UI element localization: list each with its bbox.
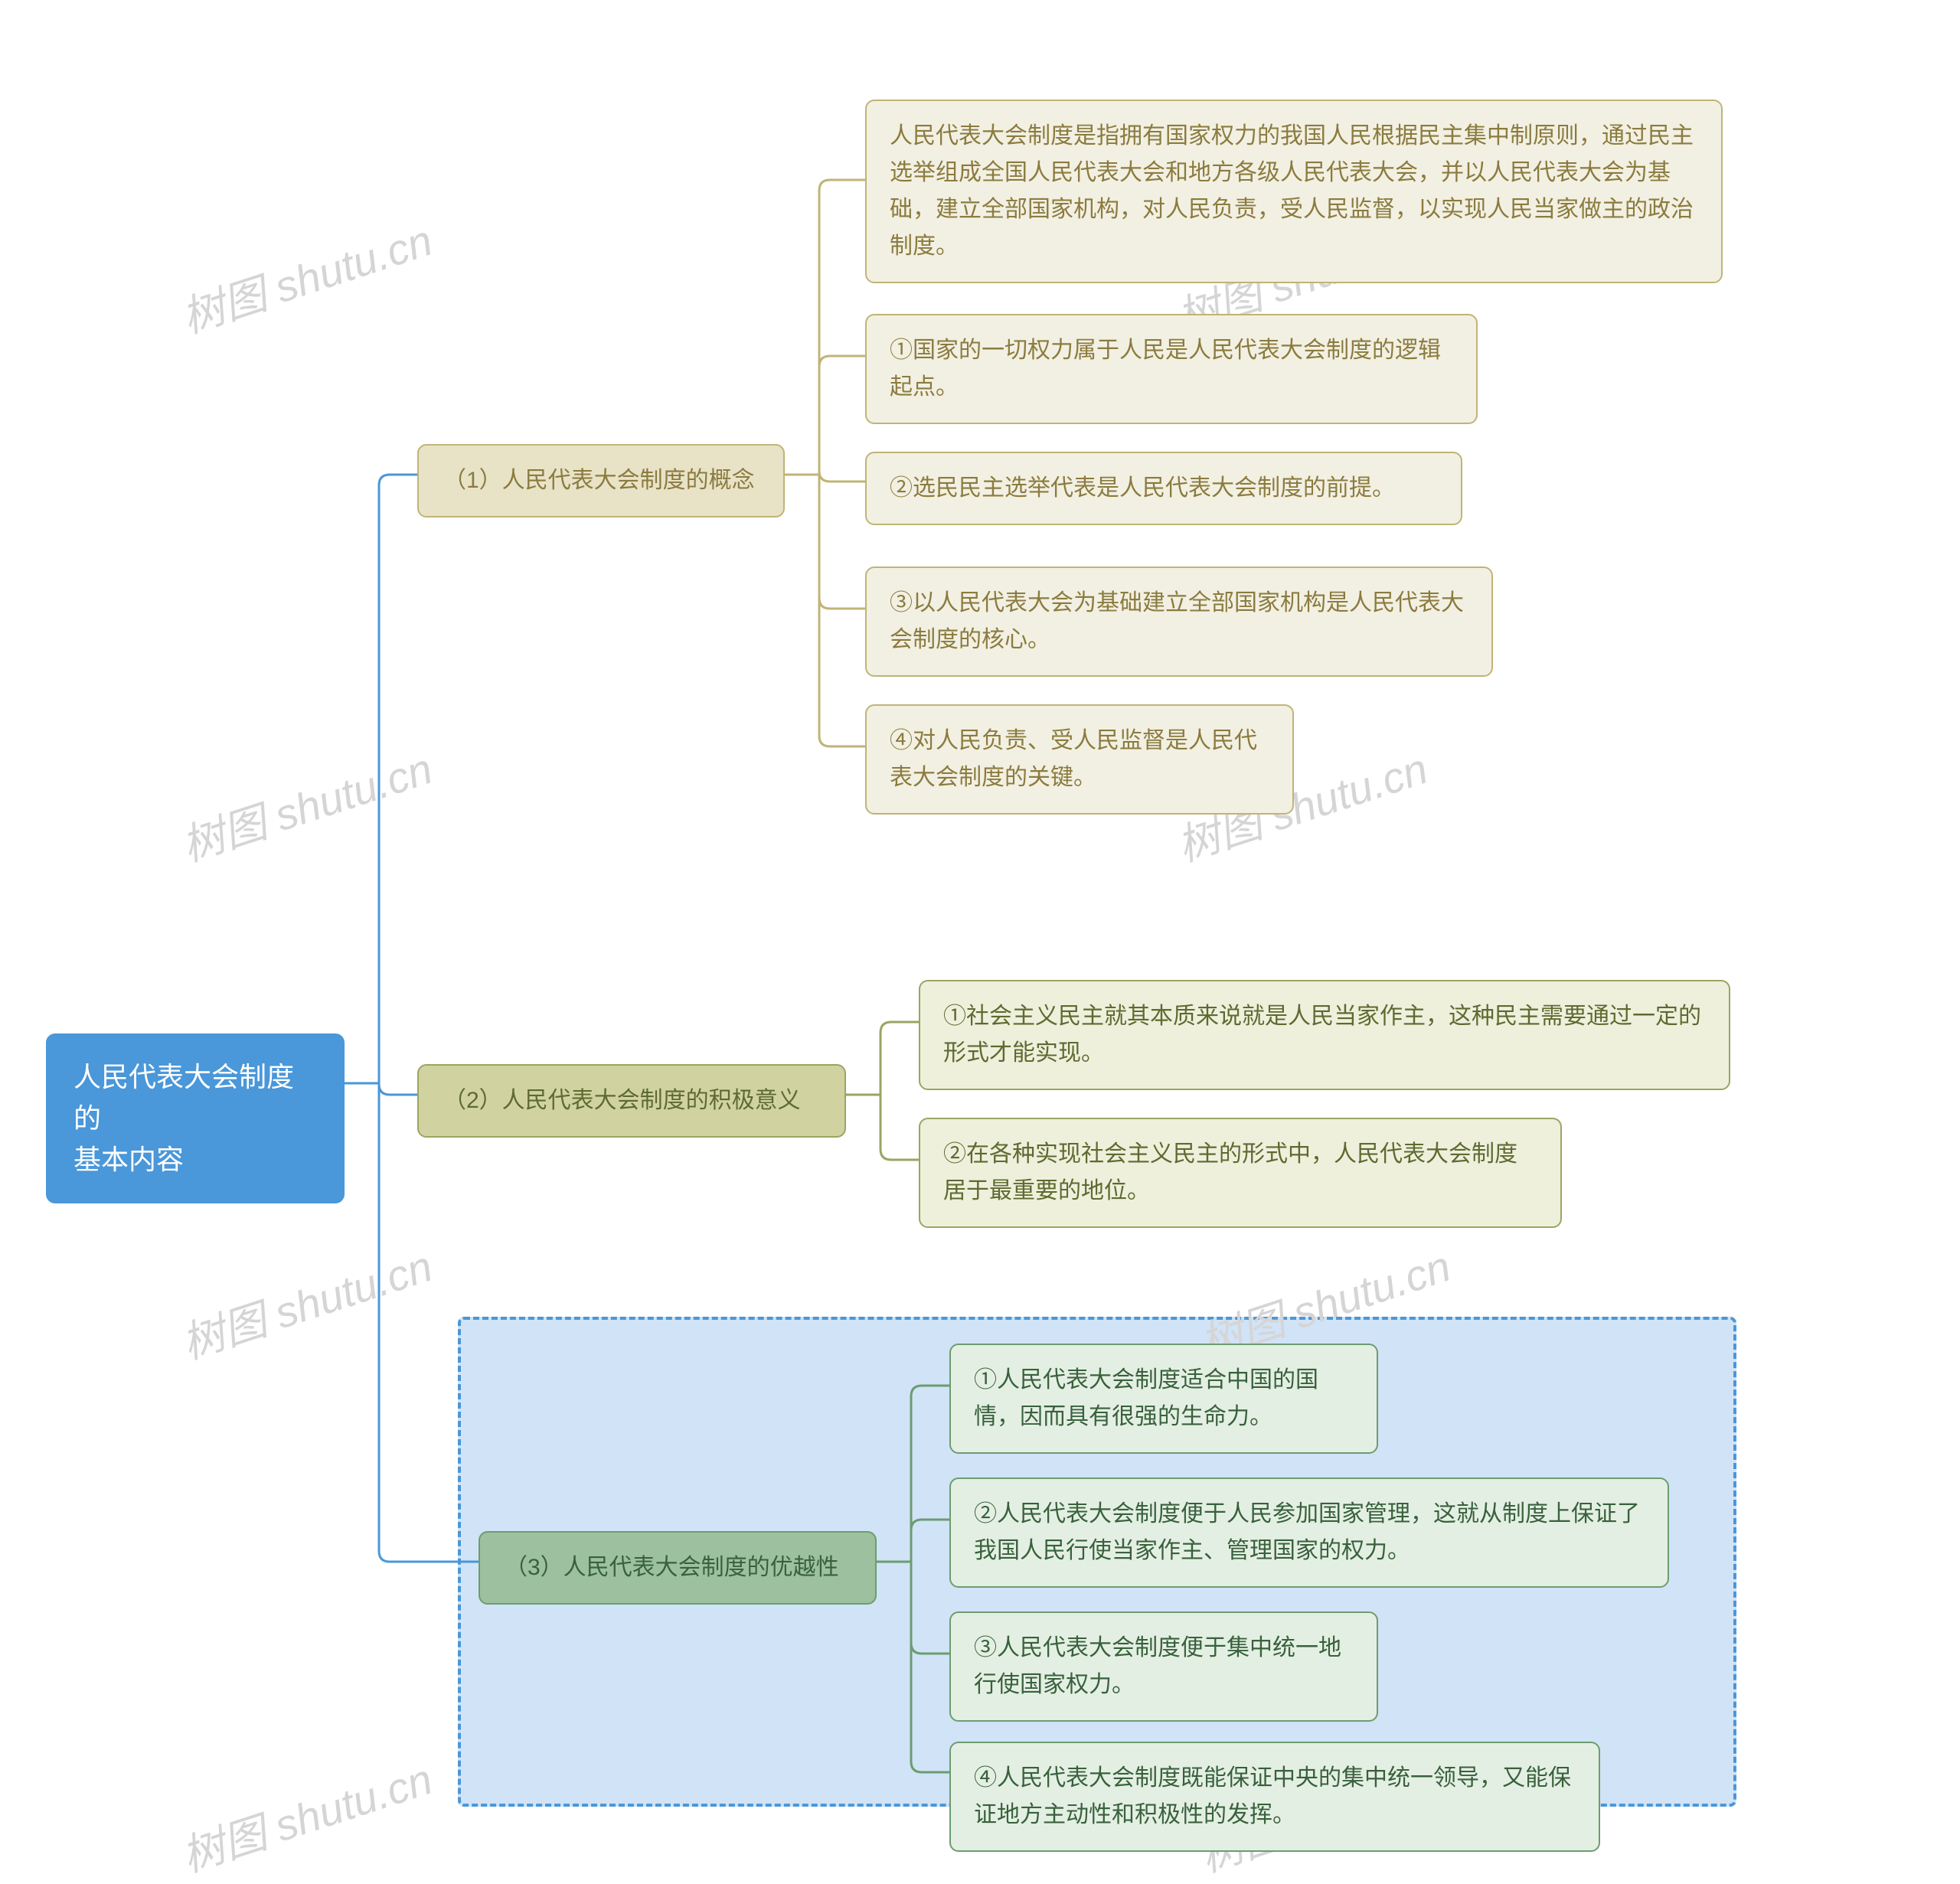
watermark-text: 树图 shutu.cn bbox=[173, 207, 439, 346]
leaf-node: ③以人民代表大会为基础建立全部国家机构是人民代表大会制度的核心。 bbox=[865, 567, 1493, 677]
leaf-node: ③人民代表大会制度便于集中统一地行使国家权力。 bbox=[949, 1611, 1378, 1722]
leaf-node: ①社会主义民主就其本质来说就是人民当家作主，这种民主需要通过一定的形式才能实现。 bbox=[919, 980, 1730, 1090]
mindmap-canvas: 树图 shutu.cn树图 shutu.cn树图 shutu.cn树图 shut… bbox=[0, 0, 1960, 1847]
leaf-node: ②人民代表大会制度便于人民参加国家管理，这就从制度上保证了我国人民行使当家作主、… bbox=[949, 1477, 1669, 1588]
watermark-text: 树图 shutu.cn bbox=[173, 1233, 439, 1372]
branch-node: （1）人民代表大会制度的概念 bbox=[417, 444, 785, 518]
leaf-node: ②在各种实现社会主义民主的形式中，人民代表大会制度居于最重要的地位。 bbox=[919, 1118, 1562, 1228]
leaf-node: ④人民代表大会制度既能保证中央的集中统一领导，又能保证地方主动性和积极性的发挥。 bbox=[949, 1742, 1600, 1852]
leaf-node: 人民代表大会制度是指拥有国家权力的我国人民根据民主集中制原则，通过民主选举组成全… bbox=[865, 100, 1723, 283]
leaf-node: ④对人民负责、受人民监督是人民代表大会制度的关键。 bbox=[865, 704, 1294, 815]
leaf-node: ①国家的一切权力属于人民是人民代表大会制度的逻辑起点。 bbox=[865, 314, 1478, 424]
root-node: 人民代表大会制度的基本内容 bbox=[46, 1033, 345, 1203]
watermark-text: 树图 shutu.cn bbox=[173, 1745, 439, 1884]
watermark-text: 树图 shutu.cn bbox=[173, 735, 439, 874]
leaf-node: ②选民民主选举代表是人民代表大会制度的前提。 bbox=[865, 452, 1462, 525]
leaf-node: ①人民代表大会制度适合中国的国情，因而具有很强的生命力。 bbox=[949, 1344, 1378, 1454]
branch-node: （3）人民代表大会制度的优越性 bbox=[479, 1531, 877, 1605]
branch-node: （2）人民代表大会制度的积极意义 bbox=[417, 1064, 846, 1138]
